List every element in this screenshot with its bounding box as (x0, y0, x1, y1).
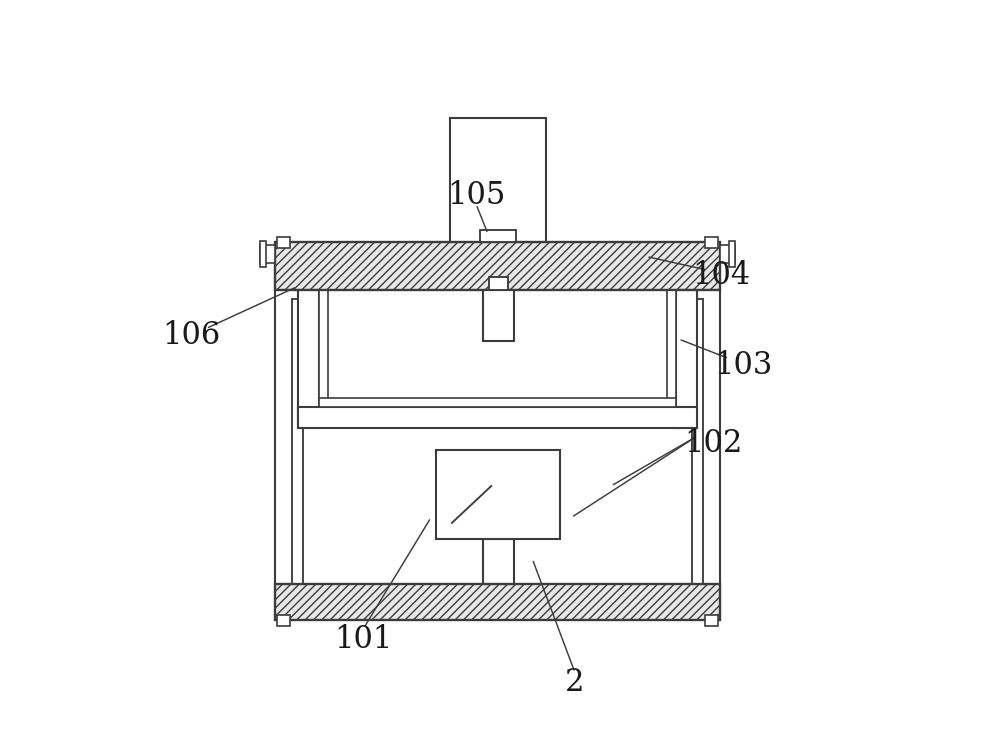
Text: 103: 103 (715, 350, 773, 382)
Bar (483, 290, 514, 341)
Bar (292, 299, 303, 584)
Bar (436, 450, 560, 538)
Bar (260, 244, 275, 263)
Bar (318, 398, 676, 406)
Text: 101: 101 (334, 623, 393, 655)
Bar (298, 406, 697, 427)
Bar (275, 242, 720, 290)
Bar (676, 290, 697, 427)
Text: 102: 102 (685, 428, 743, 460)
Bar (260, 241, 266, 267)
Bar (276, 615, 290, 626)
Bar (275, 584, 720, 620)
Bar (489, 277, 508, 290)
Bar (275, 290, 298, 584)
Bar (667, 290, 676, 406)
Bar (483, 538, 514, 584)
Bar (480, 230, 516, 242)
Bar (318, 290, 328, 406)
Bar (697, 290, 720, 584)
Bar (298, 290, 318, 427)
Bar (729, 241, 735, 267)
Text: 2: 2 (565, 667, 585, 698)
Bar (705, 237, 718, 248)
Text: 106: 106 (162, 320, 220, 352)
Text: 105: 105 (447, 179, 505, 211)
Bar (720, 244, 735, 263)
Text: 104: 104 (692, 260, 750, 292)
Bar (276, 237, 290, 248)
Bar (692, 299, 703, 584)
Bar (450, 118, 546, 242)
Bar (275, 242, 720, 290)
Bar (705, 615, 718, 626)
Bar (275, 584, 720, 620)
